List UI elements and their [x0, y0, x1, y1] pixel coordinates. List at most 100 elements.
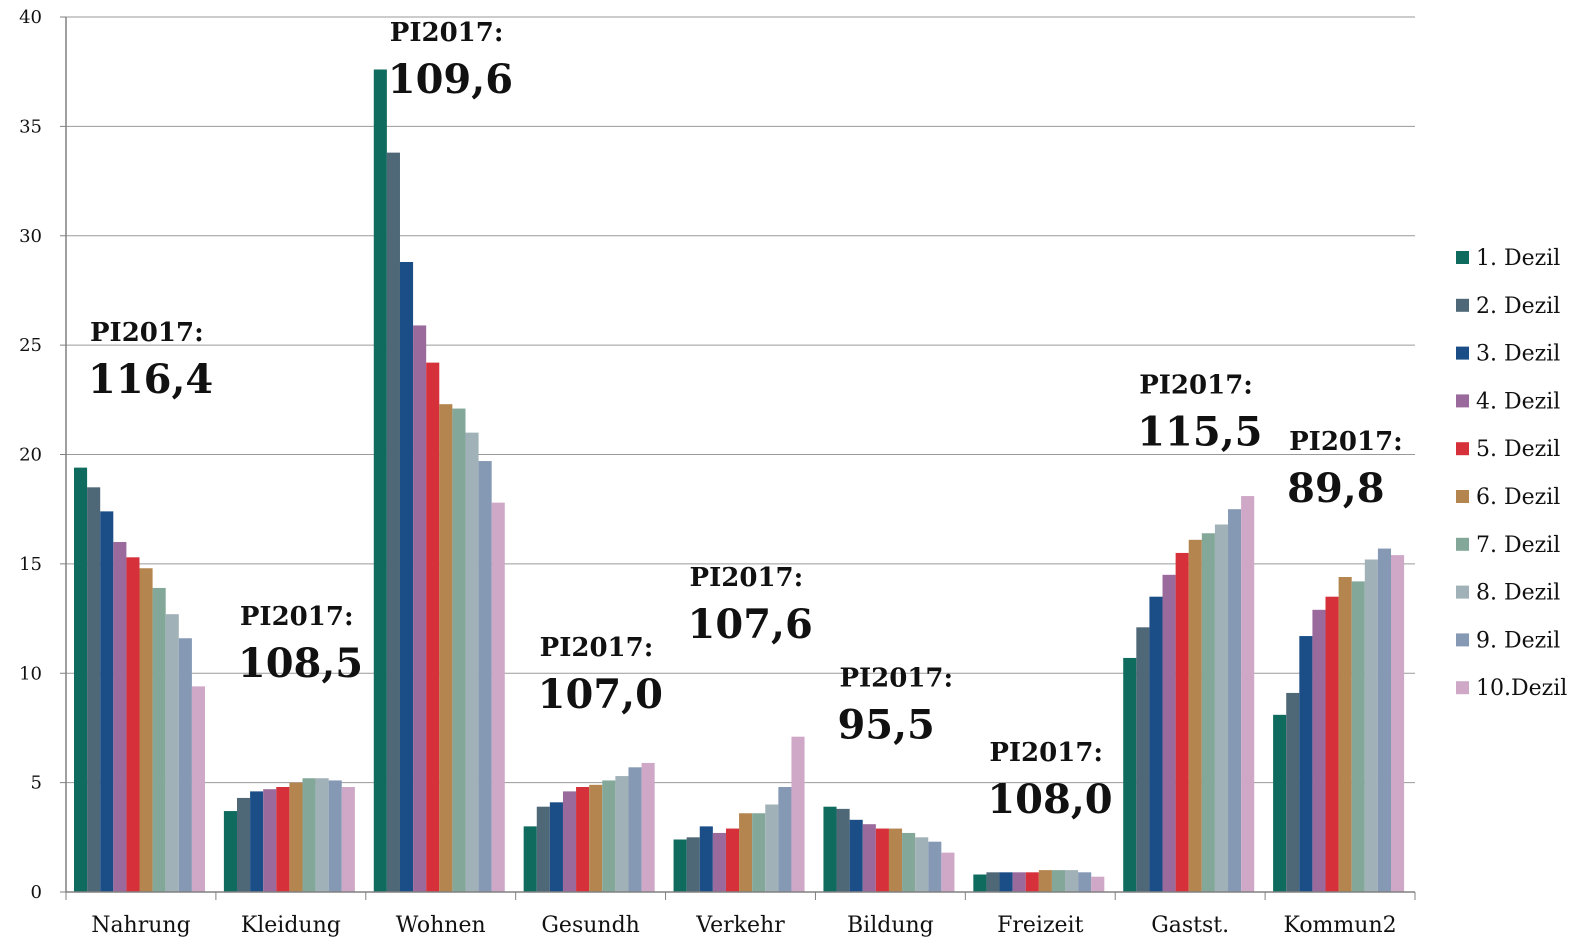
legend-entry: 2. Dezil: [1476, 294, 1560, 319]
bar: [1214, 524, 1229, 892]
bar: [1325, 596, 1339, 892]
bar: [1162, 574, 1176, 892]
bar: [902, 832, 916, 892]
grid: [66, 16, 1415, 784]
bar: [549, 802, 563, 892]
bar: [1312, 609, 1326, 892]
annotation-label: PI2017:: [540, 633, 654, 663]
bar: [373, 69, 387, 892]
bar: [628, 767, 642, 892]
y-tick-label: 40: [19, 7, 42, 28]
bar: [1201, 533, 1215, 892]
bar: [223, 811, 237, 892]
bar: [1038, 870, 1052, 892]
legend-swatch: [1456, 681, 1469, 695]
bar: [928, 841, 942, 892]
bar: [778, 787, 792, 892]
annotation-label: PI2017:: [90, 318, 204, 348]
bar: [1175, 552, 1189, 892]
annotation-value: 108,0: [987, 776, 1112, 823]
y-tick-label: 0: [31, 882, 42, 903]
bar: [1012, 872, 1026, 892]
bar: [1286, 692, 1300, 892]
bar: [823, 806, 837, 892]
bar: [562, 791, 577, 892]
bar: [765, 804, 779, 892]
annotation-value: 115,5: [1137, 408, 1262, 455]
annotation-value: 116,4: [88, 356, 213, 403]
bar: [888, 828, 903, 892]
bar: [399, 262, 414, 892]
bar: [1338, 577, 1352, 892]
category-label: Gastst.: [1151, 913, 1229, 938]
category-label: Wohnen: [396, 913, 486, 938]
bar: [875, 828, 889, 892]
bar: [523, 826, 537, 892]
bar: [986, 872, 1000, 892]
legend-entry: 8. Dezil: [1476, 581, 1560, 606]
annotation-label: PI2017:: [1289, 427, 1403, 457]
bar: [739, 813, 753, 892]
bar: [641, 762, 655, 892]
bar: [74, 467, 88, 892]
bar: [941, 852, 955, 892]
bar: [1136, 627, 1150, 892]
bar: [315, 778, 329, 892]
bar: [341, 787, 355, 892]
legend-entry: 5. Dezil: [1476, 437, 1560, 462]
bar: [999, 872, 1013, 892]
legend: 1. Dezil 2. Dezil 3. Dezil 4. Dezil 5. Dezil…: [1456, 246, 1567, 701]
bar: [276, 787, 290, 892]
y-tick-label: 20: [19, 445, 42, 466]
bar: [465, 432, 479, 892]
legend-entry: 7. Dezil: [1476, 533, 1560, 558]
y-tick-label: 30: [19, 226, 42, 247]
bar: [1364, 559, 1378, 892]
annotation-label: PI2017:: [839, 663, 953, 693]
bar: [1377, 548, 1392, 892]
annotation-label: PI2017:: [989, 738, 1103, 768]
bar: [426, 362, 440, 892]
bar: [165, 614, 179, 892]
bar: [849, 819, 863, 892]
bar: [536, 806, 550, 892]
legend-swatch: [1456, 346, 1469, 360]
bar: [152, 587, 166, 892]
bar: [491, 502, 505, 892]
annotation-label: PI2017:: [390, 18, 504, 48]
bar: [973, 874, 987, 892]
bar: [836, 808, 850, 892]
annotation-value: 95,5: [837, 701, 934, 748]
bar: [328, 780, 342, 892]
bar: [126, 557, 140, 892]
annotation-label: PI2017:: [240, 602, 354, 632]
legend-swatch: [1456, 251, 1469, 264]
bar: [686, 837, 700, 892]
legend-swatch: [1456, 394, 1469, 408]
legend-entry: 4. Dezil: [1476, 389, 1560, 414]
bar: [1025, 872, 1039, 892]
y-tick-label: 25: [19, 335, 42, 356]
annotations: PI2017: 116,4 PI2017: 108,5 PI2017: 109,6 PI20…: [88, 18, 1403, 823]
bar: [1241, 496, 1255, 892]
bar: [725, 828, 740, 892]
y-tick-label: 35: [19, 116, 42, 137]
annotation-value: 108,5: [238, 640, 363, 687]
bar: [915, 837, 929, 892]
x-axis: Nahrung Kleidung Wohnen Gesundh Verkehr Bildu…: [91, 913, 1396, 938]
bar: [1078, 872, 1092, 892]
bar: [302, 778, 316, 892]
legend-swatch: [1456, 537, 1469, 551]
bar: [1188, 539, 1202, 892]
legend-swatch: [1456, 298, 1469, 312]
bar: [263, 789, 277, 892]
annotation-value: 107,6: [688, 601, 813, 648]
legend-swatch: [1456, 633, 1469, 647]
bar: [615, 776, 629, 892]
category-label: Bildung: [847, 913, 934, 938]
bar: [439, 404, 453, 892]
legend-entry: 10.Dezil: [1476, 676, 1567, 701]
bar: [386, 152, 400, 892]
bars: [74, 69, 1405, 892]
